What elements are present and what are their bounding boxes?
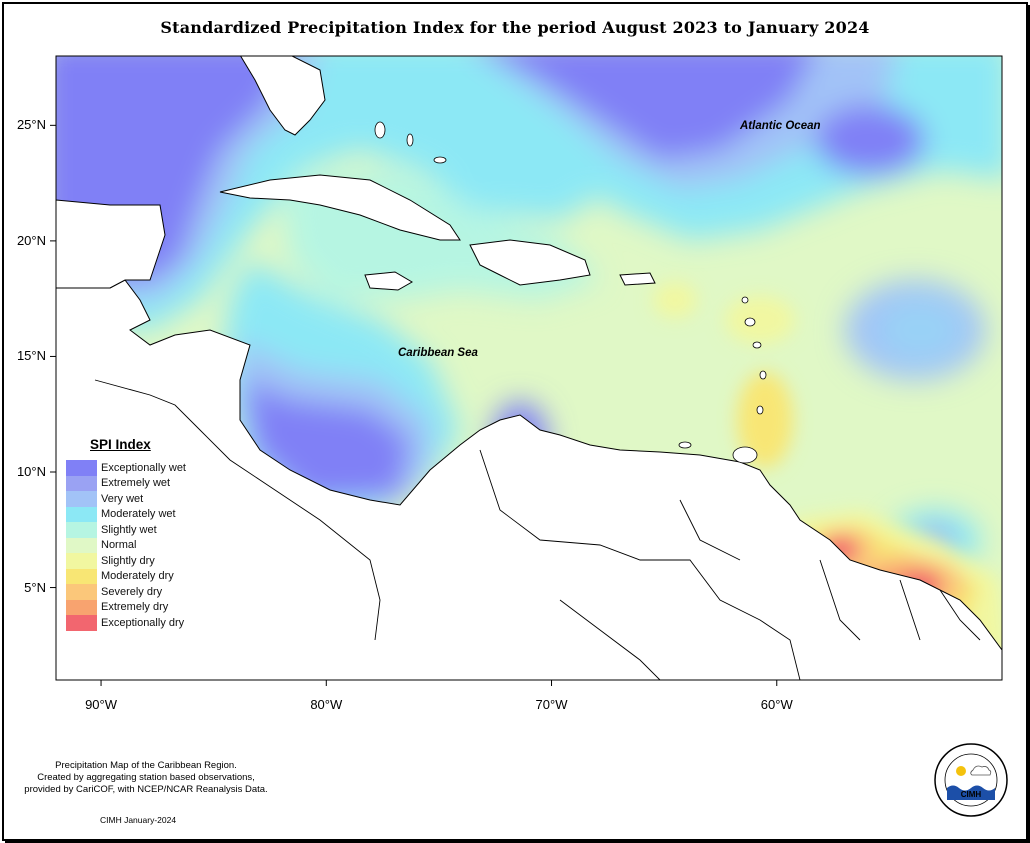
legend-swatch	[66, 460, 97, 476]
plot-border	[55, 55, 1003, 681]
legend-title: SPI Index	[90, 437, 151, 452]
legend-label: Severely dry	[101, 585, 163, 598]
wave-icon	[947, 785, 995, 800]
lat-tick-label: 5°N	[24, 579, 46, 595]
borders	[94, 379, 981, 680]
cimh-logo	[934, 743, 1008, 817]
legend-label: Slightly wet	[101, 523, 157, 536]
legend-swatch	[66, 568, 97, 584]
caption-line: Created by aggregating station based obs…	[37, 772, 255, 783]
credit-line: CIMH January-2024	[100, 815, 177, 825]
lon-tick-label: 70°W	[535, 697, 568, 712]
caribbean-sea-label: Caribbean Sea	[398, 347, 478, 359]
legend-label: Moderately wet	[101, 508, 176, 521]
legend-swatch	[66, 553, 97, 569]
lat-tick-label: 20°N	[16, 232, 46, 248]
legend-swatch	[66, 537, 97, 553]
legend-label: Very wet	[101, 492, 144, 505]
legend-label: Exceptionally dry	[101, 616, 185, 629]
legend-item: Slightly wet	[66, 522, 186, 538]
legend-item: Slightly dry	[66, 553, 186, 569]
lon-tick-label: 60°W	[760, 697, 793, 712]
lat-tick-label: 10°N	[16, 464, 46, 479]
legend-item: Extremely wet	[66, 475, 186, 491]
legend-swatch	[66, 599, 97, 615]
cloud-icon	[970, 765, 992, 776]
logo-name: CIMH	[960, 790, 982, 799]
legend-swatch	[66, 475, 97, 491]
legend-label: Normal	[101, 539, 137, 552]
lat-tick-label: 15°N	[16, 348, 46, 364]
lon-tick-label: 80°W	[310, 697, 343, 712]
legend-item: Moderately wet	[66, 506, 186, 522]
lesser-antilles	[374, 121, 767, 464]
legend-label: Extremely dry	[101, 601, 169, 614]
legend-item: Very wet	[66, 491, 186, 507]
legend-item: Normal	[66, 537, 186, 553]
legend-swatch	[66, 584, 97, 600]
legend-swatch	[66, 506, 97, 522]
legend-label: Exceptionally wet	[101, 461, 186, 474]
legend-item: Exceptionally dry	[66, 615, 186, 631]
sun-icon	[956, 766, 966, 776]
map-caption: Precipitation Map of the Caribbean Regio…	[8, 760, 284, 796]
lat-ticks	[50, 124, 56, 589]
legend-item: Exceptionally wet	[66, 460, 186, 476]
legend-swatch	[66, 615, 97, 631]
spi-field	[56, 56, 1002, 680]
atlantic-ocean-label: Atlantic Ocean	[740, 120, 821, 132]
legend-label: Slightly dry	[101, 554, 155, 567]
map-title: Standardized Precipitation Index for the…	[160, 18, 870, 37]
legend-item: Extremely dry	[66, 599, 186, 615]
legend-item: Moderately dry	[66, 568, 186, 584]
lon-ticks	[100, 680, 778, 686]
legend-item: Severely dry	[66, 584, 186, 600]
lat-tick-label: 25°N	[16, 117, 46, 133]
caption-line: provided by CariCOF, with NCEP/NCAR Rean…	[24, 784, 268, 795]
legend-label: Extremely wet	[101, 477, 171, 490]
spi-legend: SPI Index Exceptionally wet Extremely wet…	[66, 437, 186, 631]
caption-line: Precipitation Map of the Caribbean Regio…	[55, 760, 237, 771]
lon-tick-label: 90°W	[85, 697, 118, 712]
legend-label: Moderately dry	[101, 570, 174, 583]
land-masses	[56, 56, 1002, 680]
legend-swatch	[66, 491, 97, 507]
legend-swatch	[66, 522, 97, 538]
